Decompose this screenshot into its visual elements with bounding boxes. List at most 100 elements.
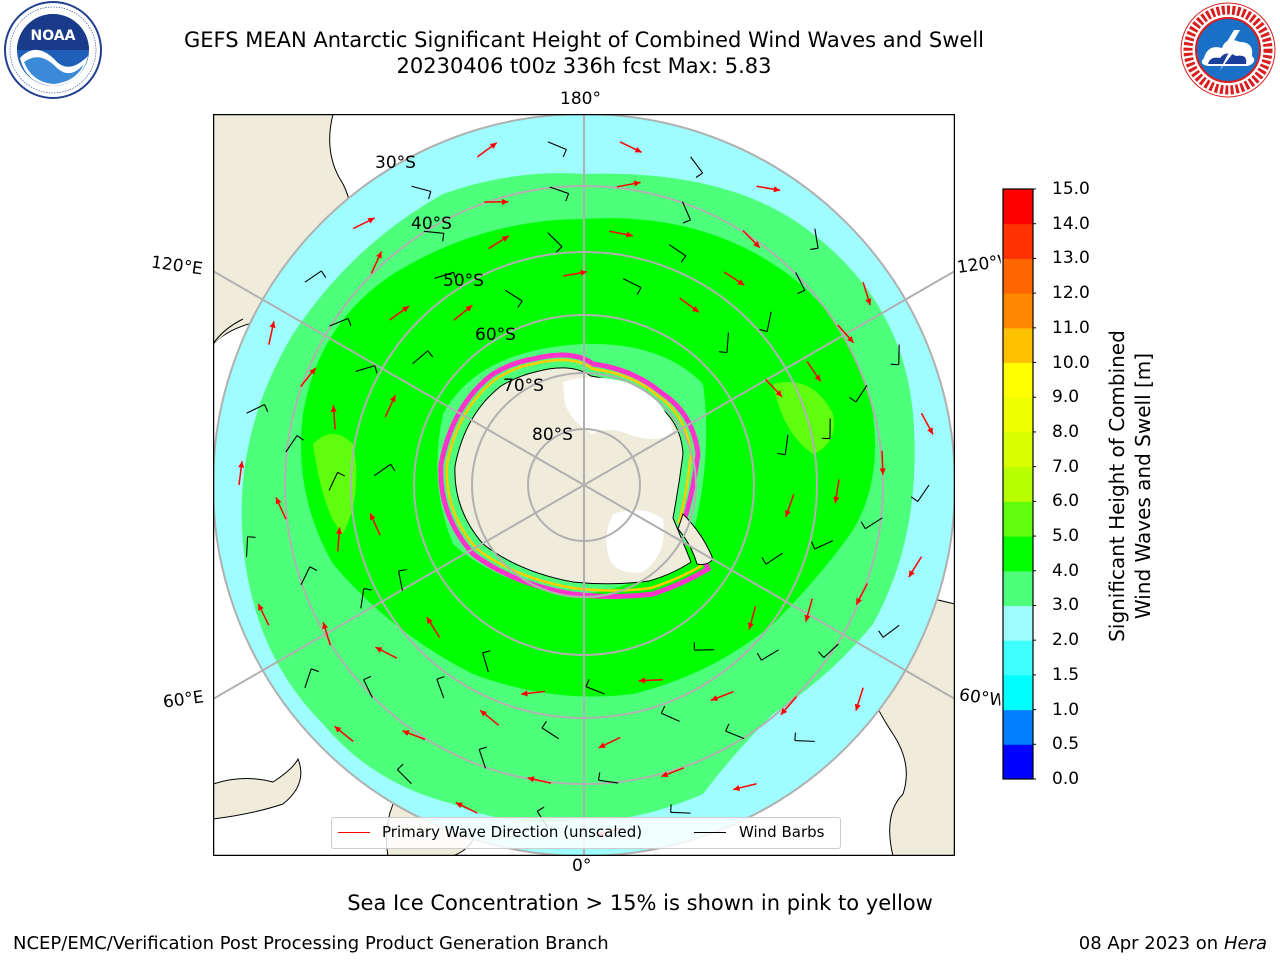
wave-direction-arrowhead bbox=[780, 707, 788, 715]
colorbar-swatch bbox=[1003, 362, 1033, 398]
colorbar-tick-label: 12.0 bbox=[1052, 283, 1090, 304]
wind-barb-flag bbox=[848, 396, 857, 403]
wind-barb-flag bbox=[725, 723, 730, 732]
wind-barb-flag bbox=[565, 193, 570, 202]
wind-barb-flag bbox=[810, 247, 819, 250]
wave-direction-arrowhead bbox=[521, 690, 528, 697]
colorbar-tick-label: 13.0 bbox=[1052, 248, 1090, 269]
nws-logo-icon bbox=[1180, 2, 1276, 98]
colorbar-swatch bbox=[1003, 674, 1033, 711]
wave-direction-arrowhead bbox=[336, 527, 343, 534]
sea-ice-caption: Sea Ice Concentration > 15% is shown in … bbox=[347, 891, 933, 915]
wave-direction-arrowhead bbox=[269, 321, 276, 329]
colorbar-tick-label: 10.0 bbox=[1052, 352, 1090, 373]
wind-barb-flag bbox=[660, 705, 666, 714]
wind-barb bbox=[300, 566, 311, 585]
lon-label-lower-left: 60°E bbox=[161, 687, 206, 713]
wind-barb-flag bbox=[309, 566, 318, 571]
wave-direction-arrowhead bbox=[527, 776, 535, 783]
wave-direction-arrowhead bbox=[322, 622, 329, 630]
wind-barb bbox=[661, 712, 680, 722]
wind-barb bbox=[668, 244, 687, 257]
wind-barb-flag bbox=[541, 720, 547, 729]
wave-direction-arrowhead bbox=[773, 186, 781, 193]
wind-barb-flag bbox=[680, 255, 687, 263]
footer-date: 08 Apr 2023 on Hera bbox=[1079, 933, 1267, 954]
band-5-6m-east bbox=[773, 382, 834, 454]
colorbar-tick-label: 14.0 bbox=[1052, 213, 1090, 234]
wind-barb-flag bbox=[562, 149, 567, 158]
wind-barb-flag bbox=[811, 541, 816, 550]
wind-barb bbox=[541, 727, 560, 740]
wind-barb-flag bbox=[427, 350, 434, 358]
wind-barb bbox=[397, 570, 404, 591]
wind-barb-flag bbox=[397, 763, 404, 771]
polar-wave-map: 30°S 40°S 50°S 60°S 70°S 80°S bbox=[213, 114, 955, 856]
wind-barb-flag bbox=[247, 536, 256, 538]
wind-barb bbox=[434, 271, 454, 279]
wave-direction-arrowhead bbox=[847, 336, 854, 343]
wave-direction-arrowhead bbox=[501, 235, 509, 242]
lon-label-upper-left: 120°E bbox=[149, 252, 204, 280]
wind-barb bbox=[761, 649, 779, 661]
wind-barb-flag bbox=[363, 588, 372, 591]
colorbar-tick-label: 0.5 bbox=[1052, 734, 1080, 755]
wind-barb bbox=[670, 811, 691, 814]
wave-direction-arrowhead bbox=[402, 730, 410, 736]
colorbar-swatch bbox=[1003, 605, 1033, 641]
wind-barb bbox=[794, 740, 815, 742]
australia-east-coast bbox=[213, 318, 244, 345]
noaa-logo-icon: NOAA bbox=[4, 1, 102, 99]
wave-direction-arrowhead bbox=[737, 279, 745, 286]
wave-direction-arrowhead bbox=[501, 198, 509, 205]
sea-ice-edge-inner bbox=[445, 358, 703, 592]
wind-barb bbox=[245, 536, 249, 557]
lon-label-top: 180° bbox=[560, 89, 601, 109]
band-5-6m-west bbox=[313, 434, 357, 534]
wind-barb bbox=[505, 289, 523, 302]
colorbar-swatch bbox=[1003, 189, 1033, 225]
wind-barb-flag bbox=[718, 351, 728, 354]
wind-barb bbox=[412, 350, 429, 365]
wind-barb bbox=[373, 463, 391, 477]
wave-direction-arrowhead bbox=[480, 710, 487, 717]
wave-direction-arrowhead bbox=[854, 703, 861, 711]
wave-direction-arrowhead bbox=[376, 251, 382, 259]
lat-label-70s: 70°S bbox=[503, 376, 544, 396]
wind-barb bbox=[725, 730, 745, 740]
wave-direction-arrowhead bbox=[375, 647, 383, 653]
colorbar-tick-label: 5.0 bbox=[1052, 526, 1080, 547]
wind-barb bbox=[547, 232, 563, 248]
wind-barb bbox=[549, 186, 569, 195]
wave-direction-arrowhead bbox=[879, 468, 886, 475]
lon-label-upper-right: 120°W bbox=[955, 252, 1003, 278]
wave-direction-arrowhead bbox=[309, 367, 316, 375]
map-legend: Primary Wave Direction (unscaled) Wind B… bbox=[331, 817, 841, 849]
wind-barb bbox=[795, 272, 806, 291]
lat-label-80s: 80°S bbox=[532, 425, 573, 445]
wind-barb bbox=[246, 404, 265, 414]
wave-direction-arrowhead bbox=[927, 427, 933, 435]
colorbar bbox=[1002, 188, 1036, 780]
wave-direction-arrowhead bbox=[661, 771, 669, 778]
footer-host: Hera bbox=[1223, 933, 1267, 954]
wind-barb-flag bbox=[363, 675, 372, 681]
wind-barb-flag bbox=[555, 246, 563, 253]
colorbar-swatch bbox=[1003, 258, 1033, 294]
wind-barb bbox=[882, 624, 900, 638]
latitude-labels: 30°S 40°S 50°S 60°S 70°S 80°S bbox=[375, 153, 573, 445]
wind-barb bbox=[784, 434, 789, 455]
wave-direction-arrowhead bbox=[580, 269, 587, 276]
wind-barb bbox=[765, 552, 783, 565]
wave-direction-arrowhead bbox=[692, 306, 699, 313]
colorbar-swatch bbox=[1003, 293, 1033, 329]
wind-barb bbox=[363, 679, 373, 698]
wind-barb bbox=[423, 230, 444, 234]
lon-label-lower-right: 60°W bbox=[957, 685, 1003, 711]
colorbar-swatch bbox=[1003, 570, 1033, 606]
antarctica bbox=[438, 352, 714, 599]
wave-direction-arrowhead bbox=[330, 405, 337, 412]
wind-barb bbox=[694, 649, 715, 651]
wind-barb bbox=[917, 484, 930, 502]
